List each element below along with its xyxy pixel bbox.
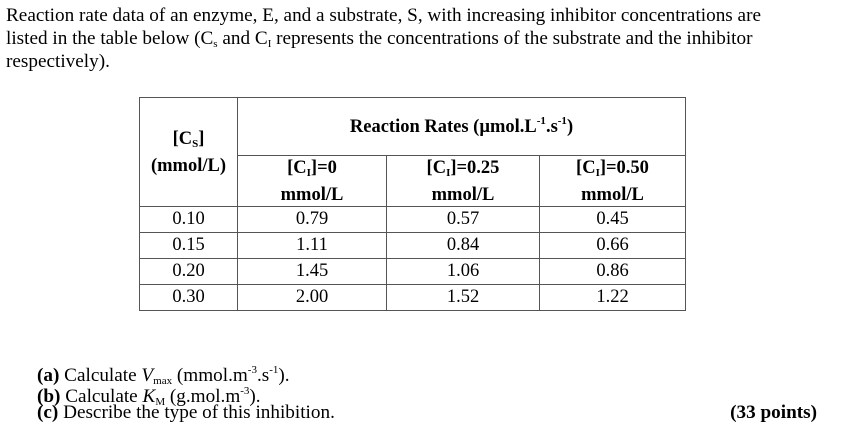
- question-c-label: (c): [37, 402, 59, 423]
- cs-label-sub: S: [192, 137, 199, 150]
- question-a-unit-post: ).: [278, 365, 290, 386]
- reaction-rate-table: [CS] (mmol/L) Reaction Rates (µmol.L-1.s…: [139, 97, 686, 311]
- question-a: (a) Calculate Vmax (mmol.m-3.s-1).: [37, 360, 827, 387]
- ci-column-header-0: [CI]=0 mmol/L: [237, 155, 387, 207]
- intro-line-2-part-a: listed in the table below (C: [6, 28, 214, 49]
- intro-line-2: listed in the table below (Cs and CI rep…: [6, 27, 847, 50]
- question-a-unit-pre: (mmol.m: [172, 365, 248, 386]
- rate-value: 2.00: [237, 284, 387, 311]
- rate-value: 0.66: [539, 232, 686, 259]
- cs-label-post: ]: [198, 128, 205, 149]
- rates-header-post: ): [566, 117, 574, 137]
- rate-value: 1.11: [237, 232, 387, 259]
- rate-value: 0.84: [386, 232, 540, 259]
- cs-value: 0.10: [139, 206, 238, 233]
- ci-pre: [C: [576, 157, 596, 178]
- reaction-rates-header: Reaction Rates (µmol.L-1.s-1): [237, 97, 686, 156]
- question-b-sup-1: -3: [240, 385, 250, 397]
- ci-sub: I: [446, 166, 451, 179]
- rate-value: 1.45: [237, 258, 387, 285]
- question-a-sup-1: -3: [247, 364, 257, 376]
- intro-line-2-part-b: and C: [217, 28, 268, 49]
- table-row: 0.30 2.00 1.52 1.22: [139, 284, 686, 311]
- rates-header-mid: .s: [545, 117, 558, 137]
- ci-post: ]=0: [310, 157, 337, 178]
- question-b: (b) Calculate KM (g.mol.m-3).: [37, 381, 827, 408]
- question-a-text: Calculate: [64, 365, 142, 386]
- rate-value: 1.52: [386, 284, 540, 311]
- intro-sub-i: I: [267, 38, 272, 50]
- ci-label: [CI]=0.25: [387, 157, 539, 184]
- vmax-sub: max: [153, 375, 173, 387]
- intro-line-2-part-c: represents the concentrations of the sub…: [271, 28, 753, 49]
- rate-value: 0.79: [237, 206, 387, 233]
- question-a-label: (a): [37, 365, 60, 386]
- cs-header-cell: [CS] (mmol/L): [139, 97, 238, 207]
- rate-value: 1.22: [539, 284, 686, 311]
- rate-value: 0.45: [539, 206, 686, 233]
- ci-column-header-1: [CI]=0.25 mmol/L: [386, 155, 540, 207]
- question-b-unit-post: ).: [249, 386, 261, 407]
- points-label: (33 points): [730, 402, 817, 423]
- rates-header-sup-2: -1: [557, 115, 567, 127]
- intro-line-3: respectively).: [6, 51, 110, 72]
- ci-sub: I: [306, 166, 311, 179]
- question-b-label: (b): [37, 386, 61, 407]
- cs-value: 0.30: [139, 284, 238, 311]
- question-b-text: Calculate: [65, 386, 143, 407]
- table-row: 0.20 1.45 1.06 0.86: [139, 258, 686, 285]
- cs-unit: (mmol/L): [150, 155, 226, 176]
- ci-pre: [C: [426, 157, 447, 178]
- question-c-text: Describe the type of this inhibition.: [63, 402, 335, 423]
- ci-label: [CI]=0.50: [540, 157, 685, 184]
- ci-unit: mmol/L: [431, 184, 495, 205]
- ci-pre: [C: [287, 157, 307, 178]
- ci-sub: I: [595, 166, 600, 179]
- table-row: 0.15 1.11 0.84 0.66: [139, 232, 686, 259]
- rate-value: 1.06: [386, 258, 540, 285]
- cs-value: 0.15: [139, 232, 238, 259]
- ci-label: [CI]=0: [238, 157, 386, 184]
- question-b-unit-pre: (g.mol.m: [165, 386, 241, 407]
- question-c: (c) Describe the type of this inhibition…: [37, 402, 827, 423]
- km-symbol: K: [142, 386, 156, 407]
- ci-post: ]=0.50: [599, 157, 649, 178]
- rate-value: 0.57: [386, 206, 540, 233]
- rate-value: 0.86: [539, 258, 686, 285]
- question-a-sup-2: -1: [269, 364, 279, 376]
- intro-paragraph: Reaction rate data of an enzyme, E, and …: [6, 4, 847, 73]
- ci-column-header-2: [CI]=0.50 mmol/L: [539, 155, 686, 207]
- ci-unit: mmol/L: [581, 184, 644, 205]
- questions-list: (a) Calculate Vmax (mmol.m-3.s-1). (b) C…: [37, 360, 827, 423]
- rates-header-pre: Reaction Rates (µmol.L: [349, 117, 537, 137]
- ci-unit: mmol/L: [280, 184, 344, 205]
- ci-post: ]=0.25: [450, 157, 500, 178]
- intro-sub-s: s: [213, 38, 218, 50]
- rates-header-sup-1: -1: [536, 115, 546, 127]
- cs-label: [CS]: [140, 128, 237, 155]
- vmax-symbol: V: [141, 365, 154, 386]
- cs-value: 0.20: [139, 258, 238, 285]
- km-sub: M: [155, 396, 166, 408]
- table-row: 0.10 0.79 0.57 0.45: [139, 206, 686, 233]
- question-a-unit-mid: .s: [256, 365, 270, 386]
- cs-label-pre: [C: [172, 128, 193, 149]
- intro-line-1: Reaction rate data of an enzyme, E, and …: [6, 5, 761, 26]
